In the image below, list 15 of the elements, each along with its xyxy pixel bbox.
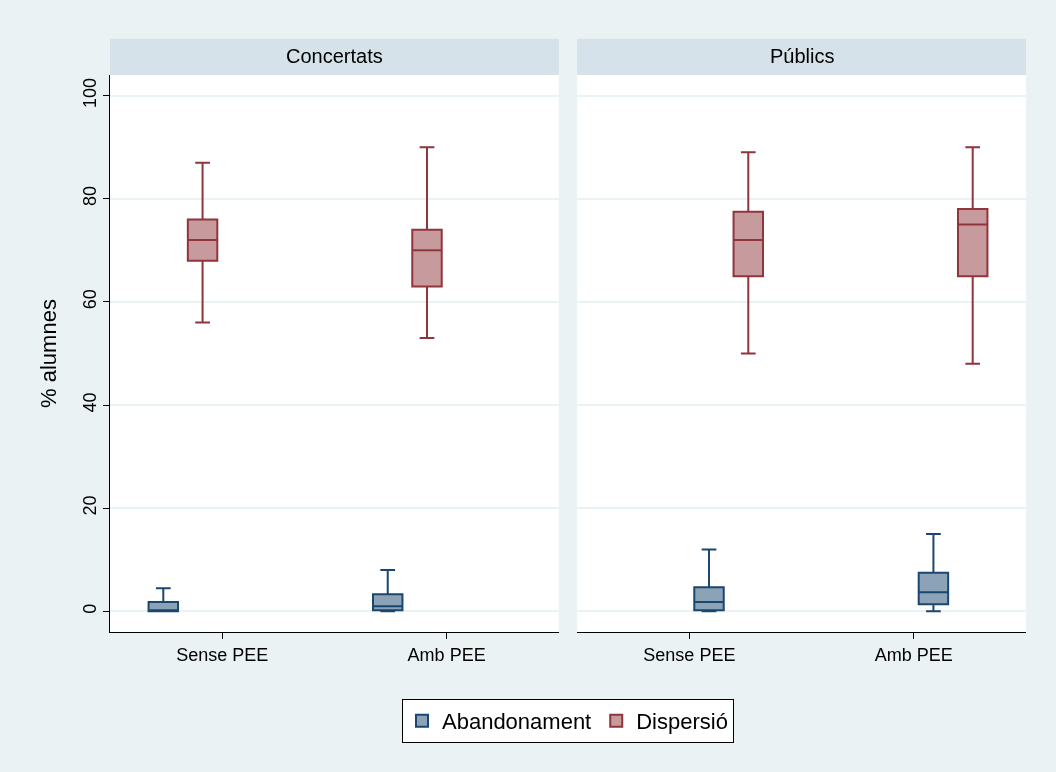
legend-label: Abandonament [442, 709, 592, 735]
y-tick-label: 80 [79, 186, 100, 207]
y-tick-label: 60 [79, 289, 100, 310]
x-tick-label: Amb PEE [874, 644, 953, 665]
x-tick-label: Sense PEE [176, 644, 269, 665]
x-tick-label: Sense PEE [643, 644, 736, 665]
y-tick-label: 20 [79, 495, 100, 516]
chart-title: Concertats [286, 45, 383, 67]
x-tick-label: Amb PEE [407, 644, 486, 665]
y-tick-label: 100 [79, 77, 100, 108]
y-axis-title: % alumnes [36, 299, 61, 408]
y-tick-label: 0 [79, 603, 100, 614]
y-tick-label: 40 [79, 392, 100, 413]
legend-label: Dispersió [636, 709, 728, 735]
chart-title: Públics [770, 45, 835, 67]
